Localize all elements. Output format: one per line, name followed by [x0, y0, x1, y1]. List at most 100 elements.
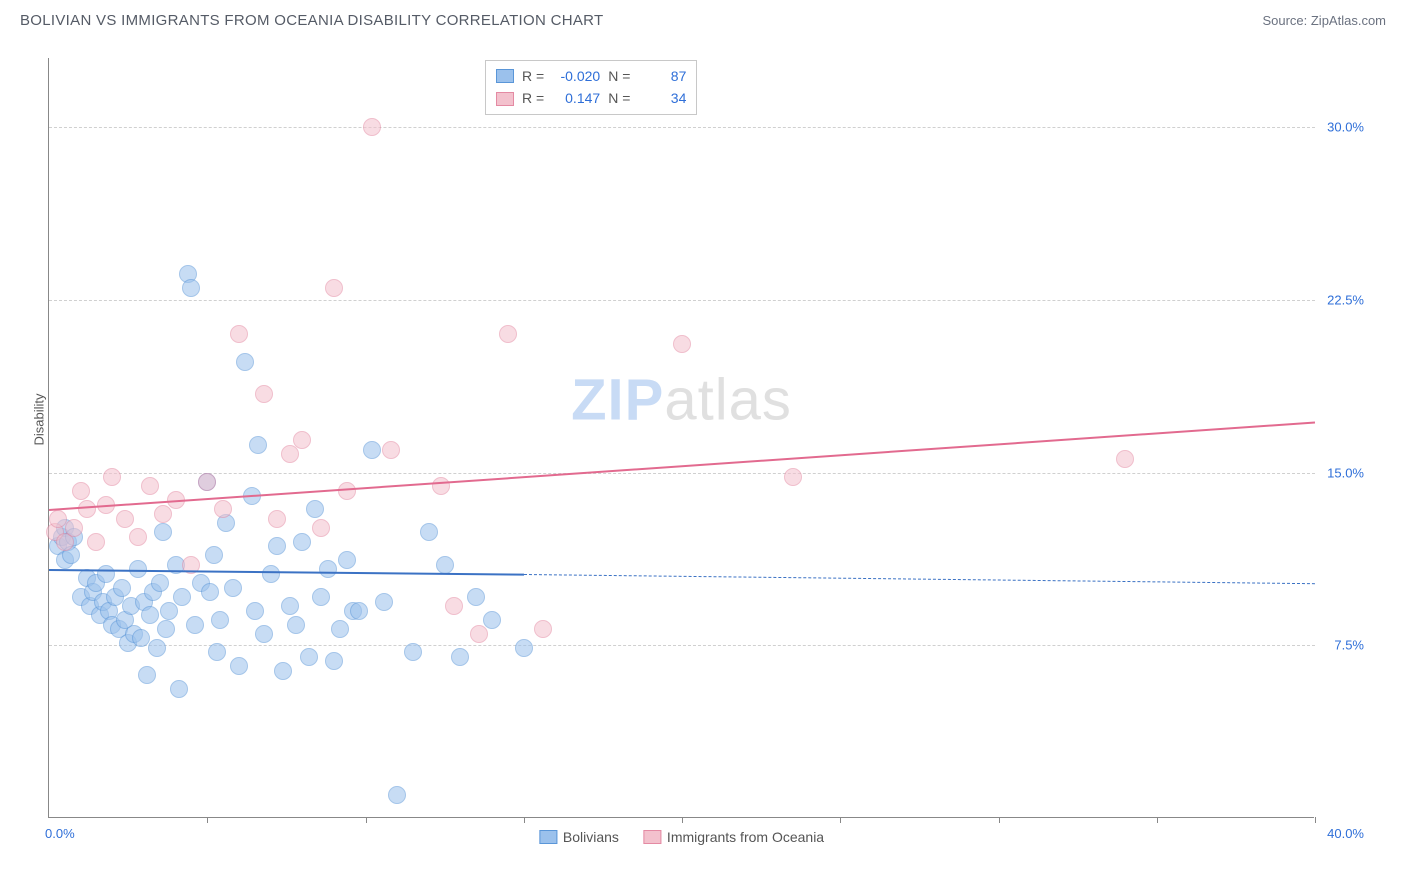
data-point	[113, 579, 131, 597]
legend-label: Immigrants from Oceania	[667, 829, 824, 845]
chart-header: BOLIVIAN VS IMMIGRANTS FROM OCEANIA DISA…	[0, 0, 1406, 37]
n-label: N =	[608, 87, 630, 109]
data-point	[534, 620, 552, 638]
data-point	[445, 597, 463, 615]
data-point	[382, 441, 400, 459]
data-point	[451, 648, 469, 666]
r-label: R =	[522, 87, 544, 109]
data-point	[255, 625, 273, 643]
legend-label: Bolivians	[563, 829, 619, 845]
data-point	[141, 477, 159, 495]
data-point	[420, 523, 438, 541]
data-point	[72, 482, 90, 500]
data-point	[274, 662, 292, 680]
data-point	[170, 680, 188, 698]
data-point	[249, 436, 267, 454]
data-point	[65, 519, 83, 537]
data-point	[281, 597, 299, 615]
data-point	[262, 565, 280, 583]
x-tick	[682, 817, 683, 823]
y-tick-label: 30.0%	[1327, 120, 1364, 135]
gridline	[49, 300, 1315, 301]
data-point	[255, 385, 273, 403]
data-point	[363, 118, 381, 136]
trend-line	[524, 574, 1315, 584]
gridline	[49, 645, 1315, 646]
data-point	[375, 593, 393, 611]
data-point	[141, 606, 159, 624]
r-value: 0.147	[552, 87, 600, 109]
data-point	[432, 477, 450, 495]
data-point	[157, 620, 175, 638]
data-point	[87, 533, 105, 551]
data-point	[268, 510, 286, 528]
x-tick	[999, 817, 1000, 823]
data-point	[208, 643, 226, 661]
data-point	[388, 786, 406, 804]
data-point	[436, 556, 454, 574]
data-point	[331, 620, 349, 638]
x-tick	[207, 817, 208, 823]
data-point	[160, 602, 178, 620]
data-point	[1116, 450, 1134, 468]
n-label: N =	[608, 65, 630, 87]
n-value: 87	[638, 65, 686, 87]
legend-item-oceania: Immigrants from Oceania	[643, 829, 824, 845]
data-point	[306, 500, 324, 518]
data-point	[230, 325, 248, 343]
legend-swatch	[539, 830, 557, 844]
data-point	[293, 533, 311, 551]
data-point	[673, 335, 691, 353]
data-point	[78, 500, 96, 518]
data-point	[338, 551, 356, 569]
x-tick	[366, 817, 367, 823]
legend-item-bolivians: Bolivians	[539, 829, 619, 845]
data-point	[138, 666, 156, 684]
data-point	[325, 279, 343, 297]
data-point	[404, 643, 422, 661]
y-axis-label: Disability	[32, 393, 47, 445]
data-point	[312, 588, 330, 606]
scatter-plot: Disability ZIPatlas R = -0.020 N = 87 R …	[48, 58, 1314, 818]
r-label: R =	[522, 65, 544, 87]
data-point	[312, 519, 330, 537]
x-max-label: 40.0%	[1327, 826, 1364, 841]
data-point	[97, 565, 115, 583]
data-point	[154, 523, 172, 541]
series-swatch-bolivians	[496, 69, 514, 83]
gridline	[49, 473, 1315, 474]
data-point	[173, 588, 191, 606]
data-point	[300, 648, 318, 666]
data-point	[268, 537, 286, 555]
stats-row: R = 0.147 N = 34	[496, 87, 686, 109]
data-point	[201, 583, 219, 601]
data-point	[467, 588, 485, 606]
correlation-stats-box: R = -0.020 N = 87 R = 0.147 N = 34	[485, 60, 697, 115]
data-point	[224, 579, 242, 597]
watermark-zip: ZIP	[571, 367, 664, 432]
data-point	[151, 574, 169, 592]
data-point	[350, 602, 368, 620]
stats-row: R = -0.020 N = 87	[496, 65, 686, 87]
data-point	[129, 528, 147, 546]
x-tick	[840, 817, 841, 823]
chart-title: BOLIVIAN VS IMMIGRANTS FROM OCEANIA DISA…	[20, 12, 603, 29]
data-point	[186, 616, 204, 634]
watermark: ZIPatlas	[571, 366, 792, 433]
data-point	[148, 639, 166, 657]
data-point	[214, 500, 232, 518]
data-point	[198, 473, 216, 491]
x-min-label: 0.0%	[45, 826, 75, 841]
data-point	[784, 468, 802, 486]
y-tick-label: 7.5%	[1334, 638, 1364, 653]
watermark-atlas: atlas	[664, 367, 792, 432]
x-tick	[524, 817, 525, 823]
data-point	[499, 325, 517, 343]
data-point	[319, 560, 337, 578]
data-point	[211, 611, 229, 629]
data-point	[483, 611, 501, 629]
bottom-legend: Bolivians Immigrants from Oceania	[539, 829, 824, 845]
data-point	[205, 546, 223, 564]
data-point	[470, 625, 488, 643]
chart-area: Disability ZIPatlas R = -0.020 N = 87 R …	[48, 58, 1362, 848]
